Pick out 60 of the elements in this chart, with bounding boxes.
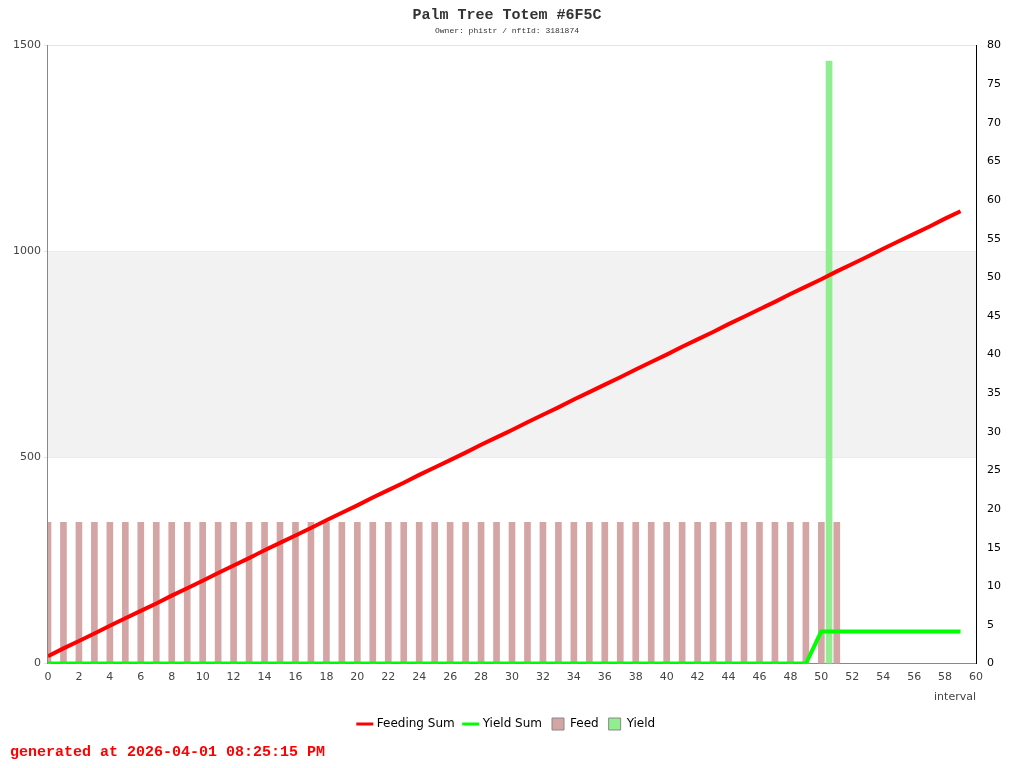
y2-tick-label: 75	[987, 77, 1001, 91]
x-tick-label: 10	[195, 670, 210, 684]
x-axis-title: interval	[934, 690, 976, 704]
x-tick-label: 30	[505, 670, 519, 684]
x-tick-label: 58	[938, 670, 953, 684]
x-tick-label: 56	[907, 670, 922, 684]
y-tick-label: 500	[19, 450, 41, 464]
x-tick-label: 48	[783, 670, 798, 684]
x-tick-label: 36	[597, 670, 612, 684]
x-tick-label: 14	[257, 670, 272, 684]
y2-tick-label: 5	[987, 617, 994, 631]
y2-tick-label: 50	[987, 270, 1001, 284]
x-tick-label: 40	[659, 670, 674, 684]
legend-label: Feed	[570, 716, 599, 731]
x-tick-label: 54	[876, 670, 891, 684]
x-tick-label: 24	[412, 670, 427, 684]
y-tick-label: 0	[33, 656, 41, 670]
x-tick-label: 0	[44, 670, 52, 684]
x-tick-label: 44	[721, 670, 736, 684]
x-tick-label: 34	[566, 670, 581, 684]
y2-tick-label: 15	[987, 540, 1001, 554]
x-tick-label: 16	[288, 670, 303, 684]
x-tick-label: 12	[226, 670, 241, 684]
x-tick-label: 32	[535, 670, 550, 684]
y-tick-label: 1500	[12, 38, 41, 52]
x-tick-label: 20	[350, 670, 365, 684]
legend-label: Yield	[625, 716, 656, 731]
y2-tick-label: 25	[987, 463, 1001, 477]
x-tick-label: 46	[752, 670, 767, 684]
text: generated at 2026-04-01 08:25:15 PM	[10, 744, 326, 761]
y-tick-label: 1000	[12, 244, 41, 258]
y2-tick-label: 65	[987, 154, 1001, 168]
x-tick-label: 4	[106, 670, 114, 684]
x-tick-label: 38	[628, 670, 643, 684]
x-tick-label: 60	[969, 670, 983, 684]
legend-label: Feeding Sum	[376, 716, 455, 731]
x-tick-label: 42	[690, 670, 705, 684]
x-tick-label: 8	[168, 670, 176, 684]
y2-tick-label: 55	[987, 231, 1001, 245]
y2-tick-label: 40	[987, 347, 1001, 361]
y2-tick-label: 30	[987, 424, 1001, 438]
y2-tick-label: 60	[987, 192, 1001, 206]
y2-tick-label: 45	[987, 308, 1001, 322]
x-tick-label: 50	[814, 670, 829, 684]
y2-tick-label: 70	[987, 115, 1001, 129]
legend-label: Yield Sum	[481, 716, 542, 731]
x-tick-label: 26	[443, 670, 458, 684]
x-tick-label: 6	[137, 670, 145, 684]
y2-tick-label: 80	[987, 38, 1001, 52]
y2-tick-label: 35	[987, 386, 1001, 400]
y2-tick-label: 10	[987, 579, 1001, 593]
x-tick-label: 52	[845, 670, 860, 684]
x-tick-label: 2	[75, 670, 83, 684]
y2-tick-label: 20	[987, 501, 1001, 515]
chart-subtitle: Owner: phistr / nftId: 3181874	[434, 25, 580, 35]
x-tick-label: 18	[319, 670, 334, 684]
y2-tick-label: 0	[987, 656, 994, 670]
x-tick-label: 22	[381, 670, 396, 684]
x-tick-label: 28	[474, 670, 489, 684]
chart-title: Palm Tree Totem #6F5C	[412, 6, 602, 24]
